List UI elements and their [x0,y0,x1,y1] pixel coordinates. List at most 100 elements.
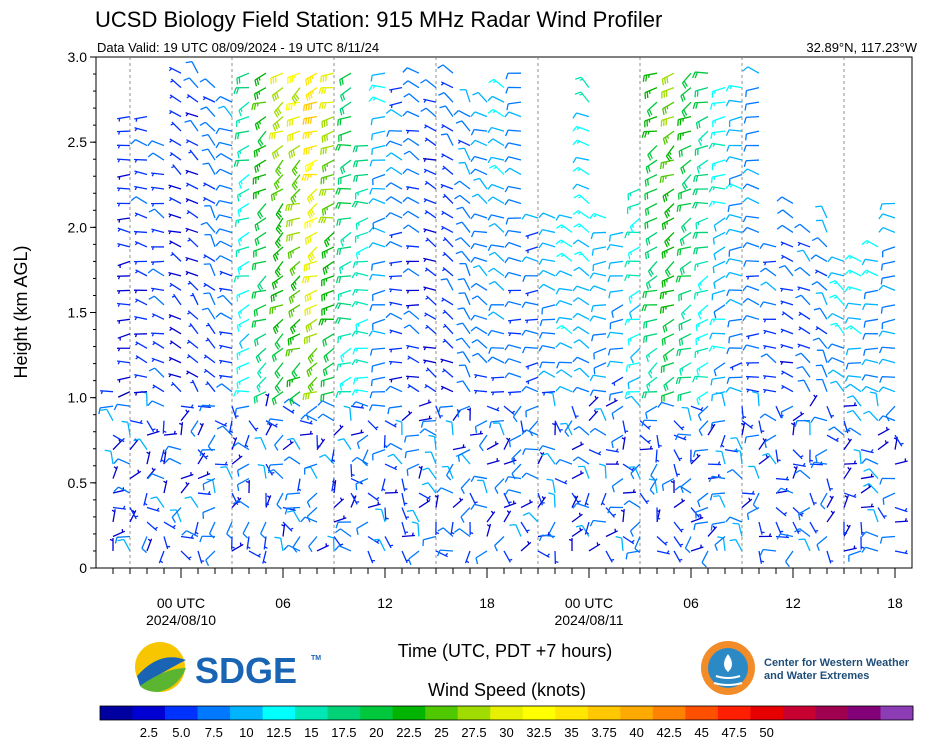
cw3e-line2: and Water Extremes [764,670,869,682]
wind-barb [148,295,165,306]
wind-barb [402,110,420,118]
wind-barb [323,231,335,248]
wind-barb [352,159,369,168]
wind-barb [649,478,658,495]
wind-barb [877,440,889,451]
wind-barb [158,550,165,564]
wind-barb [113,403,131,411]
wind-barb [215,240,233,248]
wind-barb [673,521,684,533]
wind-barb [404,448,420,459]
wind-barb [710,420,726,430]
wind-barb [202,162,216,175]
wind-barb [780,300,794,306]
wind-barb [369,159,386,167]
wind-barb [283,398,301,407]
wind-barb [457,139,471,147]
wind-barb [470,213,488,220]
wind-barb [695,318,709,332]
wind-barb [455,120,471,132]
wind-barb [135,341,148,349]
wind-barb [352,173,369,183]
wind-barb [490,376,505,381]
wind-barb [488,164,505,175]
wind-barb [372,289,386,301]
wind-barb [814,269,828,277]
wind-barb [440,81,454,89]
wind-barb [664,260,675,277]
wind-barb [556,361,573,369]
wind-barb [504,199,522,206]
wind-barb [878,226,896,234]
colorbar-tick-label: 50 [759,725,773,740]
wind-barb [571,492,581,505]
wind-barb [160,449,165,463]
wind-barb [624,231,641,239]
wind-barb [187,310,199,320]
wind-barb [317,400,335,407]
wind-barb [440,225,454,234]
colorbar-swatch [490,706,524,720]
wind-barb [455,337,471,349]
wind-barb [477,479,488,494]
wind-barb [676,246,692,256]
wind-barb [371,130,386,141]
wind-barb [367,550,375,564]
wind-barb [385,108,403,118]
wind-barb [742,66,760,74]
wind-barb [674,485,692,494]
wind-barb [248,550,261,558]
wind-barb [457,449,471,462]
wind-barb [548,521,556,539]
wind-barb [809,394,818,407]
wind-barb [117,391,131,398]
wind-barb [504,344,522,351]
wind-barb [116,130,131,135]
wind-barb [265,493,270,507]
wind-barb [504,142,522,149]
wind-barb [843,438,852,450]
wind-barb [387,453,403,465]
wind-barb [356,434,369,449]
wind-barb [257,362,267,379]
wind-barb [556,324,573,335]
wind-barb [504,257,522,264]
wind-barb [420,79,437,89]
wind-barb [215,312,233,320]
wind-barb [725,228,743,236]
wind-barb [728,246,743,257]
wind-barb [117,227,131,234]
wind-barb [234,130,250,140]
wind-barb [778,265,794,277]
wind-barb [276,492,284,510]
wind-barb [775,507,788,517]
wind-barb [829,294,845,306]
wind-barb [305,87,318,102]
wind-barb [307,246,318,263]
wind-barb [257,130,267,147]
wind-barb [442,368,454,378]
wind-barb [504,156,522,163]
wind-barb [488,280,505,291]
wind-barb [454,237,471,248]
wind-barb [880,260,896,271]
wind-barb [403,310,420,320]
wind-barb [759,548,777,556]
wind-barb [234,405,250,416]
wind-barb [520,499,533,509]
wind-barb [725,85,743,92]
wind-barb [285,202,301,212]
wind-barb [572,239,590,248]
wind-barb [375,508,386,523]
wind-barb [713,362,726,377]
wind-barb [442,323,454,335]
wind-barb [129,509,137,523]
wind-barb [352,288,369,296]
wind-barb [634,536,641,554]
wind-barb [681,174,692,191]
wind-barb [283,456,301,465]
wind-barb [440,278,454,291]
wind-barb [758,550,765,564]
wind-barb [693,173,709,183]
wind-barb [811,281,828,291]
